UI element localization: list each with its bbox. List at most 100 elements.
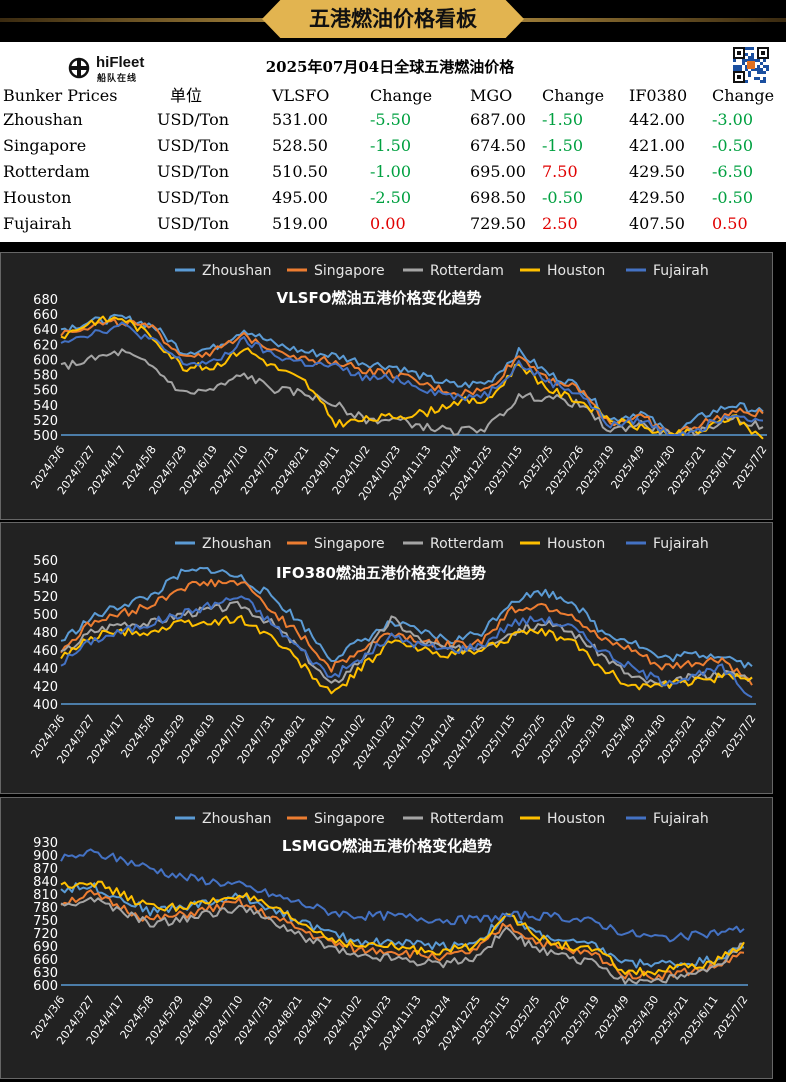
table-cell-ifo_change: -0.50 [712, 136, 754, 155]
table-cell-vlsfo_change: -1.00 [370, 162, 412, 181]
legend-item-zhoushan: Zhoushan [175, 536, 272, 552]
legend-label: Fujairah [653, 811, 709, 827]
legend-item-rotterdam: Rotterdam [403, 263, 504, 279]
y-tick-label: 480 [33, 626, 58, 641]
legend-item-fujairah: Fujairah [626, 263, 709, 279]
table-cell-mgo: 687.00 [470, 110, 526, 129]
table-cell-ifo_change: -3.00 [712, 110, 754, 129]
series-line-fujairah [60, 321, 764, 436]
legend-label: Singapore [314, 263, 385, 279]
table-header-3: Change [370, 86, 433, 105]
legend-label: Rotterdam [430, 811, 504, 827]
table-cell-port: Rotterdam [3, 162, 90, 181]
table-cell-vlsfo: 531.00 [272, 110, 328, 129]
banner: 五港燃油价格看板 [0, 0, 786, 42]
table-cell-ifo: 421.00 [629, 136, 685, 155]
table-cell-vlsfo: 495.00 [272, 188, 328, 207]
ifo380-chart-panel: Zhoushan Singapore Rotterdam Houston Fujaira… [0, 522, 773, 794]
table-cell-port: Zhoushan [3, 110, 83, 129]
y-tick-label: 560 [33, 554, 58, 569]
vlsfo-chart: Zhoushan Singapore Rotterdam Houston Fujaira… [28, 263, 769, 503]
table-cell-ifo: 429.50 [629, 162, 685, 181]
hifleet-logo: hiFleet 船队在线 [66, 53, 176, 84]
table-cell-mgo_change: -1.50 [542, 110, 584, 129]
vlsfo-chart-panel: Zhoushan Singapore Rotterdam Houston Fujaira… [0, 252, 773, 520]
table-cell-vlsfo_change: -1.50 [370, 136, 412, 155]
chart-title: LSMGO燃油五港价格变化趋势 [282, 837, 492, 855]
series-line-fujairah [60, 848, 745, 943]
lsmgo-chart: Zhoushan Singapore Rotterdam Houston Fujaira… [28, 811, 750, 1053]
y-tick-label: 400 [33, 698, 58, 713]
table-header-5: Change [542, 86, 605, 105]
legend-label: Singapore [314, 811, 385, 827]
table-cell-vlsfo_change: -5.50 [370, 110, 412, 129]
y-tick-label: 680 [33, 293, 58, 308]
table-cell-mgo: 674.50 [470, 136, 526, 155]
table-cell-unit: USD/Ton [157, 110, 230, 129]
series-line-singapore [60, 318, 764, 436]
table-cell-ifo_change: 0.50 [712, 214, 748, 233]
y-tick-label: 420 [33, 680, 58, 695]
y-tick-label: 720 [33, 927, 58, 942]
table-cell-ifo_change: -0.50 [712, 188, 754, 207]
table-cell-vlsfo_change: -2.50 [370, 188, 412, 207]
y-tick-label: 500 [33, 429, 58, 444]
legend-label: Fujairah [653, 263, 709, 279]
table-cell-ifo: 429.50 [629, 188, 685, 207]
series-line-houston [60, 880, 745, 977]
series-line-rotterdam [60, 896, 745, 985]
legend-item-rotterdam: Rotterdam [403, 536, 504, 552]
y-tick-label: 520 [33, 414, 58, 429]
series-line-houston [60, 614, 753, 695]
legend-item-fujairah: Fujairah [626, 811, 709, 827]
legend-item-singapore: Singapore [287, 536, 385, 552]
table-cell-mgo: 695.00 [470, 162, 526, 181]
price-table-panel [0, 42, 786, 242]
table-cell-port: Fujairah [3, 214, 72, 233]
table-header-6: IF0380 [629, 86, 688, 105]
y-tick-label: 780 [33, 901, 58, 916]
table-cell-vlsfo: 510.50 [272, 162, 328, 181]
y-tick-label: 810 [33, 888, 58, 903]
table-cell-mgo_change: 7.50 [542, 162, 578, 181]
series-line-zhoushan [60, 566, 753, 669]
y-tick-label: 930 [33, 836, 58, 851]
legend-item-houston: Houston [520, 536, 605, 552]
y-tick-label: 620 [33, 338, 58, 353]
legend-item-fujairah: Fujairah [626, 536, 709, 552]
series-line-rotterdam [60, 348, 764, 436]
legend-label: Rotterdam [430, 536, 504, 552]
legend-label: Singapore [314, 536, 385, 552]
series-line-singapore [60, 889, 745, 982]
legend-label: Houston [547, 263, 605, 279]
y-tick-label: 440 [33, 662, 58, 677]
qr-code-icon [733, 47, 769, 83]
ifo380-chart: Zhoushan Singapore Rotterdam Houston Fujaira… [28, 536, 758, 772]
legend-label: Zhoushan [202, 263, 272, 279]
y-tick-label: 600 [33, 353, 58, 368]
table-cell-ifo_change: -6.50 [712, 162, 754, 181]
y-tick-label: 540 [33, 399, 58, 414]
table-cell-port: Singapore [3, 136, 87, 155]
table-header-0: Bunker Prices [3, 86, 118, 105]
table-cell-mgo_change: -0.50 [542, 188, 584, 207]
table-cell-unit: USD/Ton [157, 162, 230, 181]
table-cell-ifo: 442.00 [629, 110, 685, 129]
table-cell-port: Houston [3, 188, 72, 207]
table-cell-mgo_change: 2.50 [542, 214, 578, 233]
legend-item-zhoushan: Zhoushan [175, 811, 272, 827]
legend-item-houston: Houston [520, 811, 605, 827]
series-line-houston [60, 315, 764, 440]
y-tick-label: 660 [33, 308, 58, 323]
legend-item-rotterdam: Rotterdam [403, 811, 504, 827]
legend-label: Fujairah [653, 536, 709, 552]
y-tick-label: 840 [33, 875, 58, 890]
table-header-4: MGO [470, 86, 513, 105]
table-cell-mgo: 729.50 [470, 214, 526, 233]
hifleet-logo-icon [68, 57, 90, 79]
y-tick-label: 660 [33, 953, 58, 968]
series-line-zhoushan [60, 882, 745, 969]
lsmgo-chart-panel: Zhoushan Singapore Rotterdam Houston Fujaira… [0, 797, 773, 1079]
y-tick-label: 540 [33, 572, 58, 587]
y-tick-label: 900 [33, 849, 58, 864]
